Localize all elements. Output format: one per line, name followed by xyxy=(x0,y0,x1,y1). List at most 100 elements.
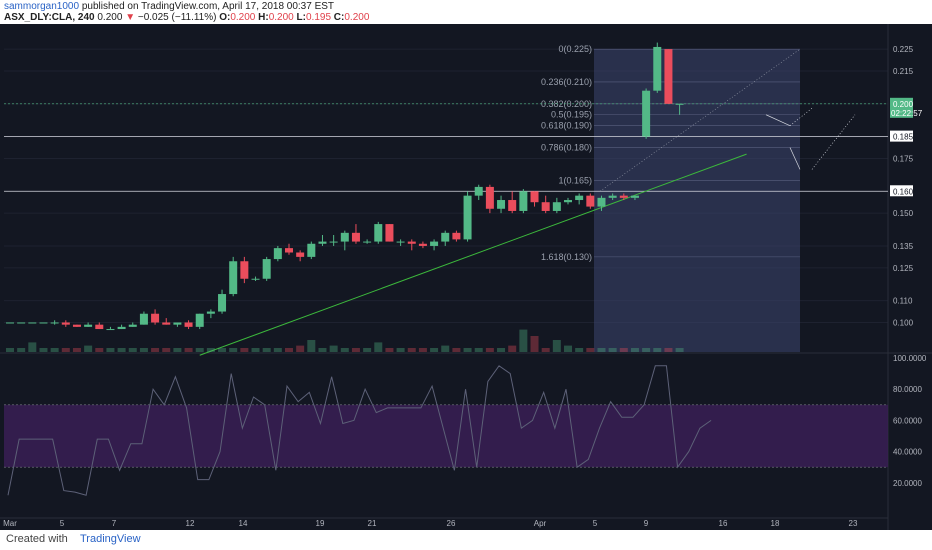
author-link[interactable]: sammorgan1000 xyxy=(4,1,80,12)
candle-body xyxy=(363,241,372,243)
projection-arrow xyxy=(789,147,801,170)
price-tick-label: 0.100 xyxy=(893,318,914,327)
candle-body xyxy=(296,252,305,257)
volume-bar xyxy=(39,348,48,352)
close-label: C: xyxy=(333,12,345,23)
volume-bar xyxy=(117,348,126,352)
volume-bar xyxy=(151,348,160,352)
rsi-tick-label: 40.0000 xyxy=(893,448,922,457)
current-price-tag xyxy=(890,97,913,118)
fib-level-label: 0.236(0.210) xyxy=(541,77,592,87)
volume-bar xyxy=(340,348,349,352)
candle-body xyxy=(508,200,517,211)
candle-body xyxy=(251,278,260,280)
volume-bar xyxy=(351,348,360,352)
candle-body xyxy=(630,195,639,198)
volume-bar xyxy=(463,348,472,352)
candle-body xyxy=(452,232,461,240)
candle-body xyxy=(61,322,70,325)
volume-bar xyxy=(385,348,394,352)
fib-level-label: 0.786(0.180) xyxy=(541,143,592,153)
price-tag xyxy=(890,185,913,197)
volume-bar xyxy=(162,348,171,352)
volume-bar xyxy=(329,345,338,352)
volume-bar xyxy=(418,348,427,352)
time-tick-label: Mar xyxy=(3,519,17,528)
candle-body xyxy=(418,243,427,246)
candle-body xyxy=(139,313,148,325)
rsi-tick-label: 20.0000 xyxy=(893,479,922,488)
candle-body xyxy=(6,322,14,324)
price-tick-label: 0.175 xyxy=(893,154,914,163)
volume-bar xyxy=(430,348,439,352)
time-tick-label: Apr xyxy=(534,519,547,528)
price-tick-label: 0.215 xyxy=(893,67,914,76)
candle-body xyxy=(117,326,126,330)
candle-body xyxy=(519,191,528,211)
candle-body xyxy=(184,322,193,327)
volume-bar xyxy=(251,348,260,352)
volume-bar xyxy=(50,348,59,352)
current-price-label: 0.200 xyxy=(893,100,914,109)
rsi-tick-label: 60.0000 xyxy=(893,416,922,425)
candle-body xyxy=(564,200,572,203)
candle-body xyxy=(664,49,673,104)
candle-body xyxy=(597,197,606,207)
rsi-tick-label: 80.0000 xyxy=(893,385,922,394)
candle-body xyxy=(318,241,327,244)
volume-bar xyxy=(273,348,282,352)
price-tick-label: 0.110 xyxy=(893,297,913,306)
fib-level-label: 0.618(0.190) xyxy=(541,121,592,131)
projection-arrow xyxy=(811,114,856,170)
volume-bar xyxy=(285,348,293,352)
volume-bar xyxy=(206,348,215,352)
volume-bar xyxy=(675,348,684,352)
last-price: 0.200 xyxy=(97,12,123,23)
volume-bar xyxy=(396,348,405,352)
volume-bar xyxy=(6,348,14,352)
price-chart[interactable]: 0(0.225) 0.236(0.210) 0.382(0.200)0.5(0.19… xyxy=(0,24,932,530)
candle-body xyxy=(608,195,617,198)
volume-bar xyxy=(218,348,227,352)
tradingview-logo[interactable]: TradingView xyxy=(80,533,141,545)
candle-body xyxy=(50,322,59,324)
candle-body xyxy=(229,261,238,295)
candle-body xyxy=(430,241,439,246)
price-tick-label: 0.225 xyxy=(893,45,914,54)
countdown-label: 02:22:57 xyxy=(891,109,923,118)
volume-bar xyxy=(452,348,461,352)
candle-body xyxy=(151,313,160,323)
symbol-info: ASX_DLY:CLA, 240 0.200 ▼ −0.025 (−11.11%… xyxy=(4,12,369,23)
volume-bar xyxy=(195,348,204,352)
volume-bar xyxy=(664,348,673,352)
candle-body xyxy=(72,324,81,327)
volume-bar xyxy=(608,348,617,352)
volume-bar xyxy=(564,345,572,352)
projection-arrow xyxy=(765,114,791,126)
time-tick-label: 21 xyxy=(368,519,377,528)
volume-bar xyxy=(630,348,639,352)
volume-bar xyxy=(474,348,483,352)
fib-level-label: 0(0.225) xyxy=(558,44,592,54)
volume-bar xyxy=(407,348,416,352)
time-tick-label: 18 xyxy=(771,519,780,528)
candle-body xyxy=(541,202,550,211)
fib-connector-line xyxy=(599,48,801,192)
volume-bar xyxy=(363,348,372,352)
volume-bar xyxy=(17,348,26,352)
candle-body xyxy=(162,322,171,325)
published-text: published on TradingView.com, April 17, … xyxy=(81,1,335,12)
time-tick-label: 26 xyxy=(447,519,456,528)
chart-footer: Created with TradingView xyxy=(0,530,932,550)
high-label: H: xyxy=(258,12,269,23)
volume-bar xyxy=(441,345,450,352)
volume-bar xyxy=(374,342,383,352)
candle-body xyxy=(206,311,215,314)
volume-bar xyxy=(128,348,137,352)
candle-body xyxy=(329,241,338,243)
fib-level-label: 1.618(0.130) xyxy=(541,252,592,262)
candle-body xyxy=(240,261,249,279)
rsi-line xyxy=(7,365,712,496)
volume-bar xyxy=(541,348,550,352)
candle-body xyxy=(485,186,494,209)
